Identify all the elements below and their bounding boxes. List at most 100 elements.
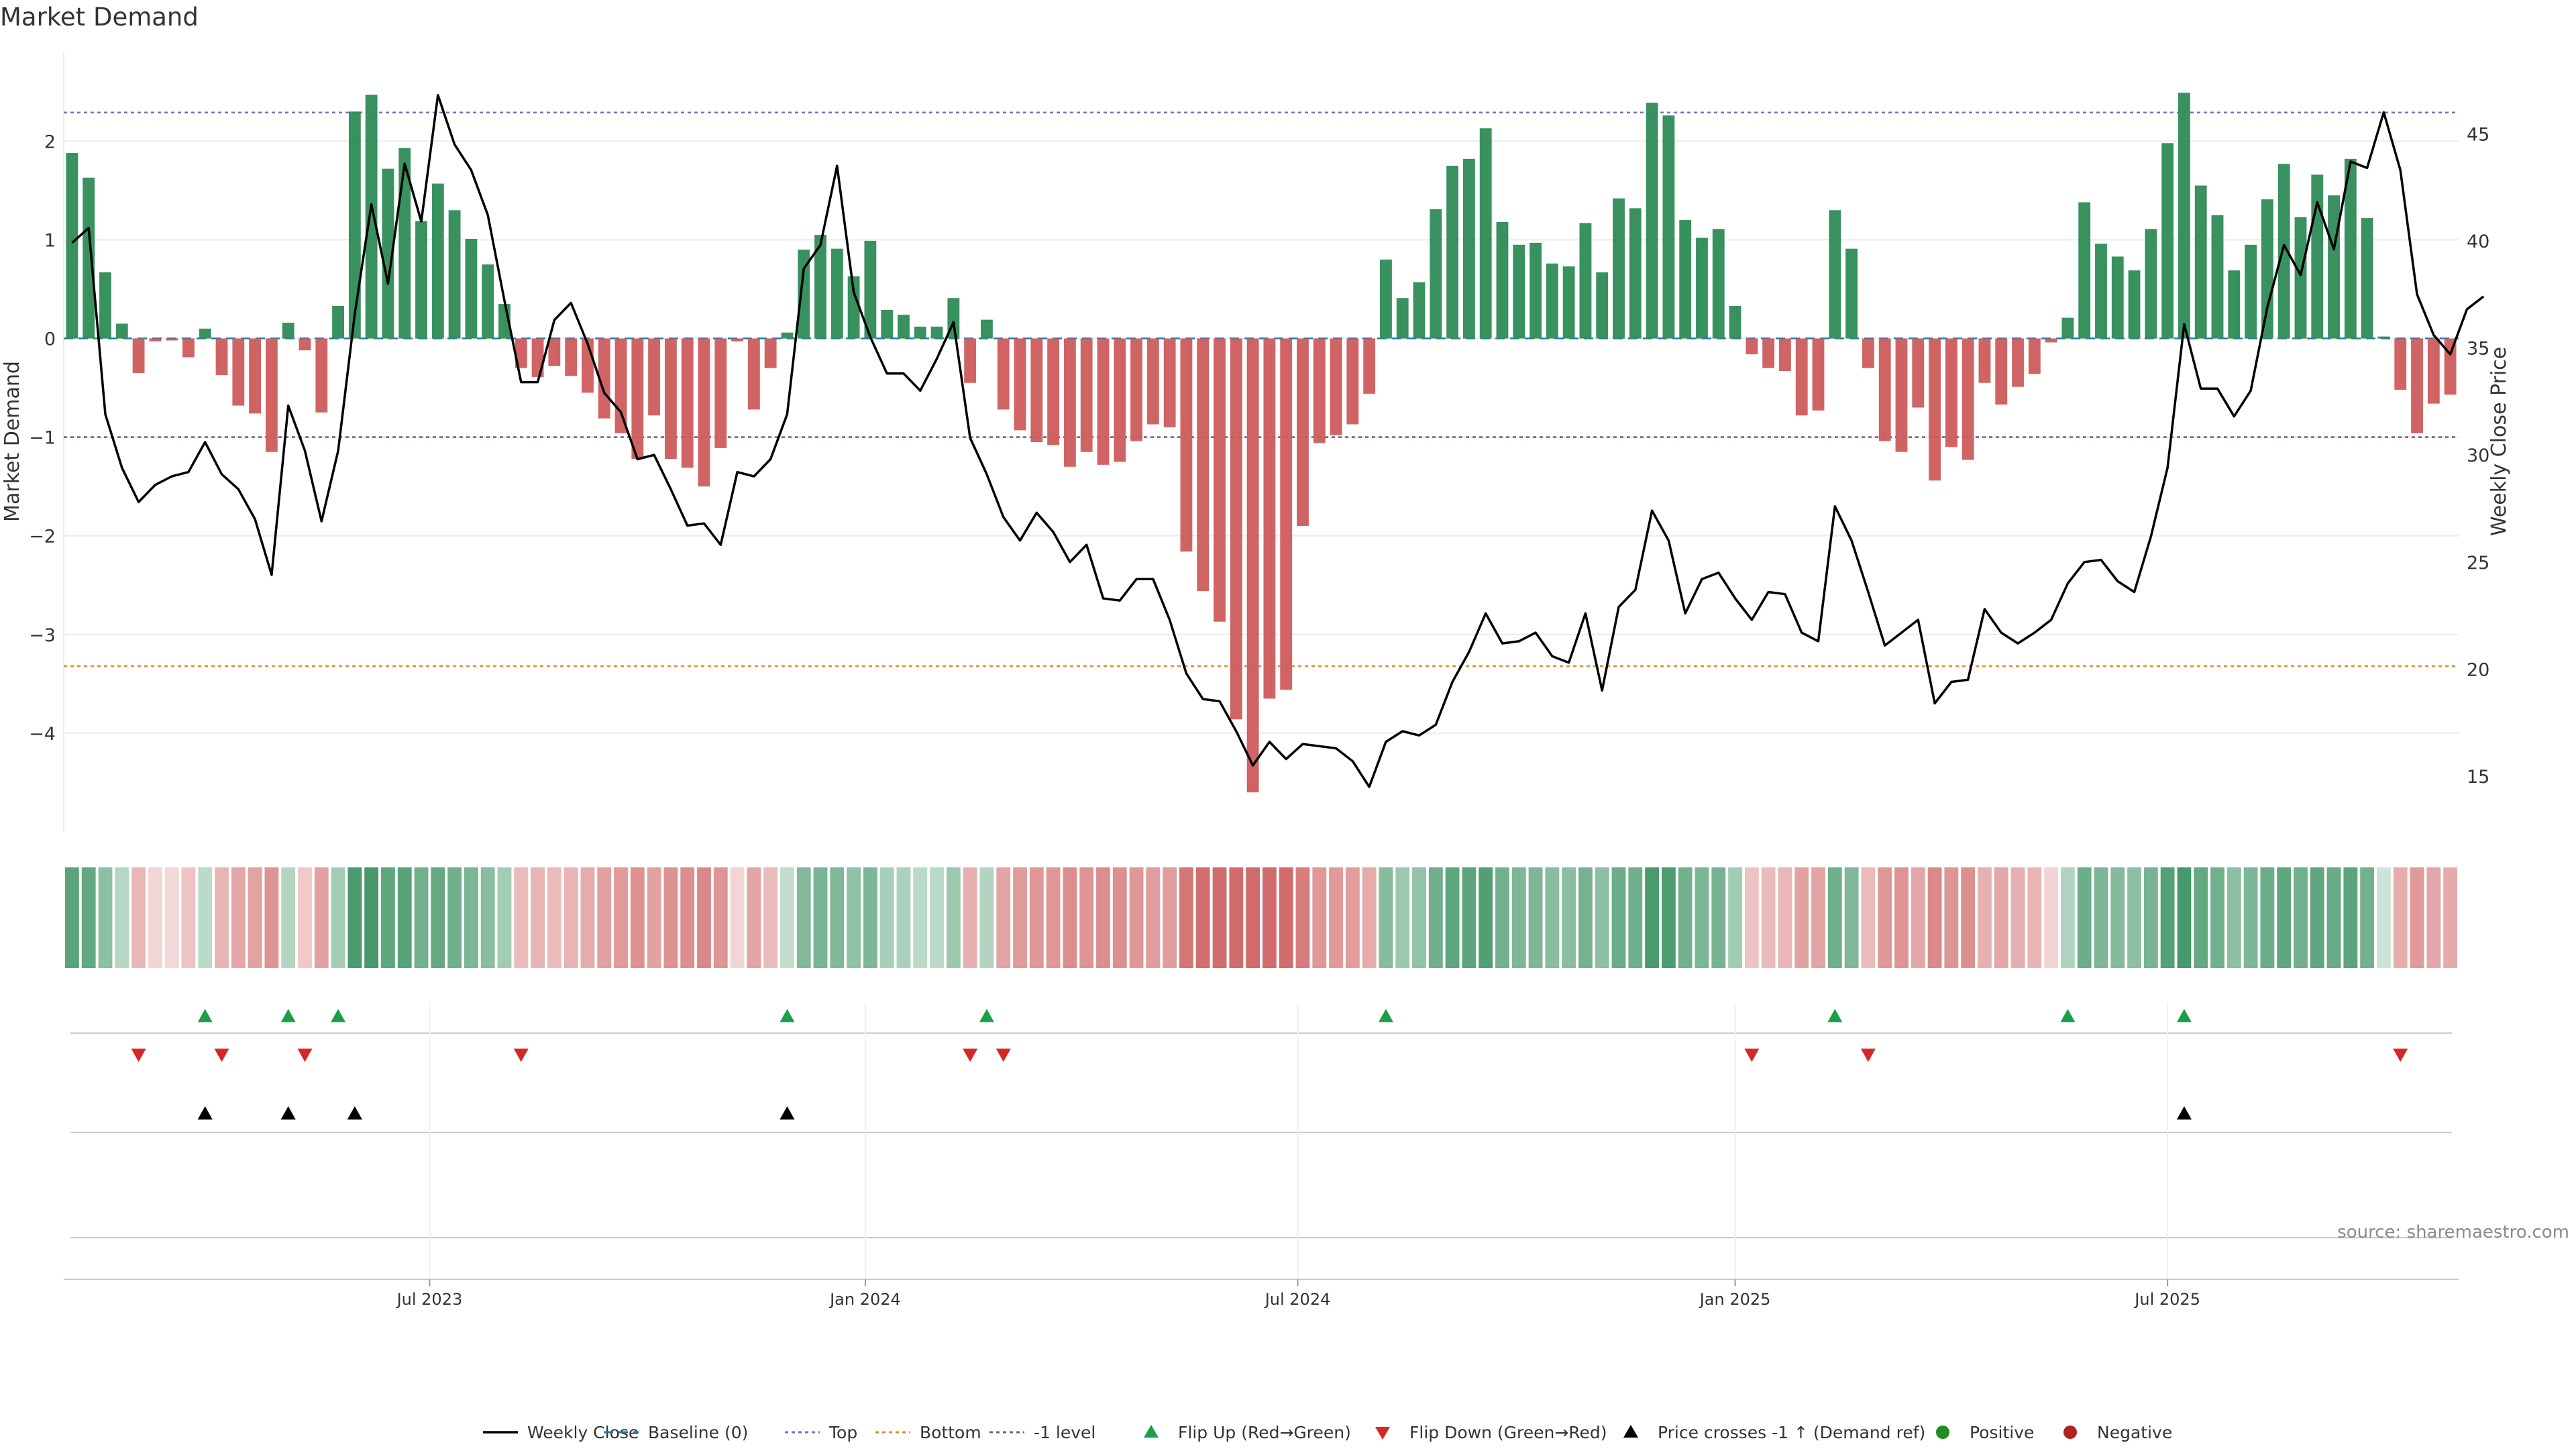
heat-cell xyxy=(298,867,312,968)
heat-cell xyxy=(1063,867,1077,968)
heat-cell xyxy=(1512,867,1526,968)
demand-bar xyxy=(2328,195,2340,338)
heat-cell xyxy=(1778,867,1792,968)
heat-cell xyxy=(464,867,478,968)
heat-cell xyxy=(1079,867,1093,968)
y-axis-left: 210−1−2−3−4 xyxy=(29,131,56,745)
heat-cell xyxy=(198,867,212,968)
demand-bar xyxy=(2012,339,2024,387)
flip-up-marker xyxy=(1379,1009,1393,1022)
heat-cell xyxy=(182,867,196,968)
demand-bar xyxy=(1380,260,1392,339)
y-tick-label: 2 xyxy=(44,131,56,152)
demand-bar xyxy=(332,306,344,339)
chart-title: Market Demand xyxy=(0,3,199,32)
heat-cell xyxy=(1196,867,1210,968)
demand-bar xyxy=(2195,186,2207,339)
heat-cell xyxy=(1828,867,1842,968)
heat-cell xyxy=(1578,867,1593,968)
legend-label: Negative xyxy=(2097,1423,2172,1442)
demand-bar xyxy=(1845,249,1858,339)
legend-swatch xyxy=(2063,1426,2077,1439)
heat-cell xyxy=(347,867,362,968)
demand-bar xyxy=(1497,222,1509,339)
legend-item-price_cross: Price crosses -1 ↑ (Demand ref) xyxy=(1623,1423,1925,1442)
flip-up-marker xyxy=(780,1009,794,1022)
y-tick-label: −2 xyxy=(29,527,56,547)
demand-bar xyxy=(1529,243,1542,339)
legend-swatch xyxy=(1144,1425,1159,1438)
heat-cell xyxy=(1545,867,1559,968)
heat-cell xyxy=(963,867,977,968)
demand-bar xyxy=(1230,339,1242,720)
demand-bar xyxy=(2245,245,2257,339)
demand-bar xyxy=(964,339,976,383)
demand-bar xyxy=(2428,339,2440,404)
heat-cell xyxy=(680,867,694,968)
demand-bar xyxy=(2112,256,2124,338)
demand-bar xyxy=(1263,339,1275,699)
demand-bar xyxy=(2378,337,2390,339)
legend-swatch xyxy=(1375,1427,1390,1440)
demand-bar xyxy=(1030,339,1042,442)
price-cross-marker xyxy=(780,1106,794,1120)
legend-label: Flip Down (Green→Red) xyxy=(1409,1423,1607,1442)
demand-bar xyxy=(2361,218,2373,338)
heat-cell xyxy=(82,867,96,968)
heat-cell xyxy=(248,867,262,968)
demand-bar xyxy=(1130,339,1142,441)
flip-up-marker xyxy=(2060,1009,2075,1022)
flip-up-marker xyxy=(198,1009,213,1022)
heat-cell xyxy=(1762,867,1776,968)
demand-bar xyxy=(1546,264,1558,339)
heat-cell xyxy=(1562,867,1576,968)
demand-bar xyxy=(1280,339,1292,690)
demand-bar xyxy=(665,339,677,459)
heat-cell xyxy=(514,867,528,968)
legend-item-flip_up: Flip Up (Red→Green) xyxy=(1144,1423,1351,1442)
demand-bar xyxy=(765,339,777,368)
heat-cell xyxy=(2194,867,2208,968)
heat-cell xyxy=(2127,867,2141,968)
legend-label: Bottom xyxy=(920,1423,981,1442)
heat-cell xyxy=(913,867,927,968)
demand-bar xyxy=(748,339,760,410)
legend-item-negative: Negative xyxy=(2063,1423,2172,1442)
demand-bar xyxy=(482,264,494,338)
heat-cell xyxy=(1878,867,1892,968)
demand-bar xyxy=(1397,298,1409,338)
heat-cell xyxy=(863,867,877,968)
heat-cell xyxy=(215,867,229,968)
heat-cell xyxy=(1362,867,1377,968)
heat-cell xyxy=(1263,867,1277,968)
flip-up-marker xyxy=(2177,1009,2192,1022)
legend-item-positive: Positive xyxy=(1936,1423,2034,1442)
heat-cell xyxy=(1928,867,1942,968)
legend-label: Baseline (0) xyxy=(648,1423,748,1442)
heat-cell xyxy=(1811,867,1825,968)
market-demand-chart: Market Demand 210−1−2−3−4 45403530252015… xyxy=(0,0,2576,1449)
demand-bar xyxy=(998,339,1010,410)
heat-cell xyxy=(2277,867,2291,968)
heat-cell xyxy=(331,867,345,968)
heat-cell xyxy=(2394,867,2408,968)
demand-bar xyxy=(2029,339,2041,374)
heat-cell xyxy=(1961,867,1975,968)
demand-bar xyxy=(133,339,145,373)
demand-bar xyxy=(315,339,327,413)
legend-item-minus_one: -1 level xyxy=(989,1423,1095,1442)
demand-bar xyxy=(249,339,261,414)
demand-bar xyxy=(232,339,244,406)
heat-cell xyxy=(2443,867,2457,968)
demand-bar xyxy=(1879,339,1891,441)
demand-bar xyxy=(166,339,178,341)
legend-item-flip_down: Flip Down (Green→Red) xyxy=(1375,1423,1607,1442)
flip-down-marker xyxy=(131,1049,146,1062)
x-tick-label: Jul 2023 xyxy=(396,1290,463,1309)
heat-cell xyxy=(1429,867,1443,968)
demand-bar xyxy=(1313,339,1326,443)
heat-cell xyxy=(1146,867,1160,968)
heat-cell xyxy=(2410,867,2424,968)
heat-cell xyxy=(780,867,794,968)
demand-bar xyxy=(1829,210,1841,338)
